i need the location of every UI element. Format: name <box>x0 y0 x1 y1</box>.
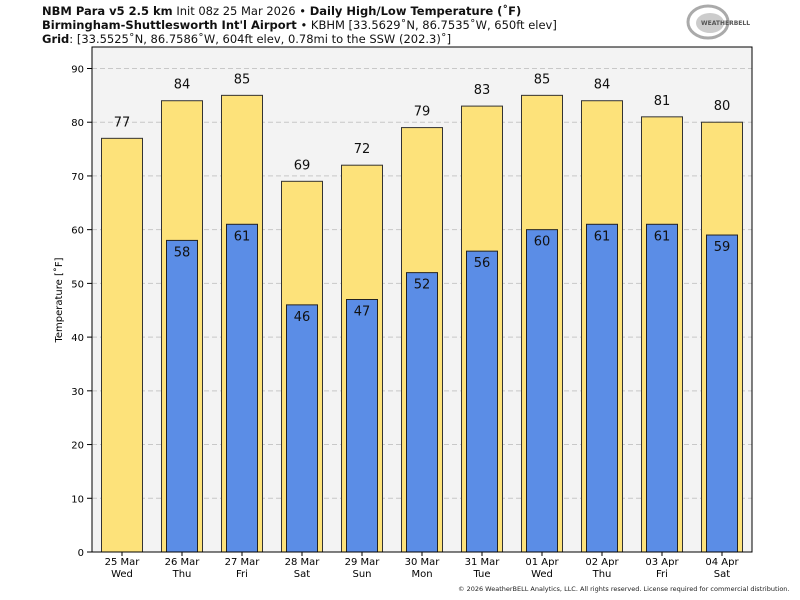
low-temp-bar <box>346 299 378 553</box>
weatherbell-logo: WEATHERBELL <box>686 4 750 40</box>
high-temp-label: 84 <box>594 78 611 93</box>
station-info: KBHM [33.5629˚N, 86.7535˚W, 650ft elev] <box>310 18 557 32</box>
x-tick-date: 01 Apr <box>525 557 559 568</box>
low-temp-bar <box>406 272 438 553</box>
copyright-footer: © 2026 WeatherBELL Analytics, LLC. All r… <box>458 585 790 593</box>
low-temp-bar <box>226 223 258 553</box>
header-line-1: NBM Para v5 2.5 km Init 08z 25 Mar 2026 … <box>42 4 521 18</box>
model-name: NBM Para v5 2.5 km <box>42 4 173 18</box>
x-tick-day: Fri <box>236 569 248 580</box>
x-tick-day: Thu <box>592 569 612 580</box>
high-temp-label: 83 <box>474 83 491 98</box>
x-tick-date: 27 Mar <box>225 557 261 568</box>
low-temp-label: 60 <box>534 235 551 250</box>
low-temp-label: 61 <box>234 229 251 244</box>
low-temp-label: 47 <box>354 305 371 320</box>
separator: • <box>300 18 308 32</box>
y-tick-label: 80 <box>71 118 84 129</box>
low-temp-label: 56 <box>474 256 491 271</box>
x-tick-day: Sat <box>294 569 310 580</box>
x-tick-day: Wed <box>111 569 133 580</box>
high-temp-label: 79 <box>414 105 431 120</box>
y-tick-label: 30 <box>71 387 84 398</box>
x-tick-date: 26 Mar <box>165 557 201 568</box>
header-line-2: Birmingham-Shuttlesworth Int'l Airport •… <box>42 18 557 32</box>
low-temp-bar <box>466 250 498 553</box>
x-tick-date: 03 Apr <box>645 557 679 568</box>
x-tick-date: 04 Apr <box>705 557 739 568</box>
low-temp-bar <box>706 234 738 553</box>
x-tick-date: 02 Apr <box>585 557 619 568</box>
high-temp-label: 69 <box>294 158 311 173</box>
x-tick-day: Tue <box>472 569 490 580</box>
x-tick-date: 28 Mar <box>285 557 321 568</box>
x-tick-day: Sat <box>714 569 730 580</box>
low-temp-label: 52 <box>414 278 431 293</box>
y-tick-label: 20 <box>71 441 84 452</box>
low-temp-bar <box>646 223 678 553</box>
y-tick-label: 0 <box>78 548 84 559</box>
grid-info: : [33.5525˚N, 86.7586˚W, 604ft elev, 0.7… <box>69 32 452 46</box>
separator: • <box>299 4 307 18</box>
high-temp-label: 72 <box>354 142 371 157</box>
high-temp-label: 84 <box>174 78 191 93</box>
x-tick-date: 30 Mar <box>405 557 441 568</box>
x-tick-date: 31 Mar <box>465 557 501 568</box>
y-tick-label: 60 <box>71 226 84 237</box>
product-title: Daily High/Low Temperature (˚F) <box>309 4 522 18</box>
x-tick-day: Wed <box>531 569 553 580</box>
low-temp-label: 59 <box>714 240 731 255</box>
high-temp-label: 77 <box>114 115 131 130</box>
high-temp-label: 85 <box>234 72 251 87</box>
y-axis-label: Temperature [˚F] <box>53 257 65 343</box>
low-temp-bar <box>526 229 558 553</box>
station-name: Birmingham-Shuttlesworth Int'l Airport <box>42 18 297 32</box>
init-time: Init 08z 25 Mar 2026 <box>176 4 296 18</box>
y-tick-label: 90 <box>71 64 84 75</box>
low-temp-label: 61 <box>594 229 611 244</box>
grid-label: Grid <box>42 32 70 46</box>
y-tick-label: 70 <box>71 172 84 183</box>
x-tick-day: Sun <box>352 569 371 580</box>
y-tick-label: 40 <box>71 333 84 344</box>
high-temp-bar <box>101 137 143 553</box>
x-tick-day: Fri <box>656 569 668 580</box>
y-tick-label: 10 <box>71 494 84 505</box>
x-tick-day: Thu <box>172 569 192 580</box>
x-tick-day: Mon <box>411 569 432 580</box>
low-temp-bar <box>286 304 318 553</box>
low-temp-bar <box>166 239 198 553</box>
y-tick-label: 50 <box>71 279 84 290</box>
high-temp-label: 81 <box>654 94 671 109</box>
low-temp-label: 61 <box>654 229 671 244</box>
x-tick-date: 25 Mar <box>105 557 141 568</box>
svg-text:WEATHERBELL: WEATHERBELL <box>701 20 750 27</box>
high-temp-label: 80 <box>714 99 731 114</box>
x-tick-date: 29 Mar <box>345 557 381 568</box>
high-temp-label: 85 <box>534 72 551 87</box>
header-line-3: Grid: [33.5525˚N, 86.7586˚W, 604ft elev,… <box>42 32 451 46</box>
low-temp-bar <box>586 223 618 553</box>
low-temp-label: 58 <box>174 245 191 260</box>
low-temp-label: 46 <box>294 310 311 325</box>
